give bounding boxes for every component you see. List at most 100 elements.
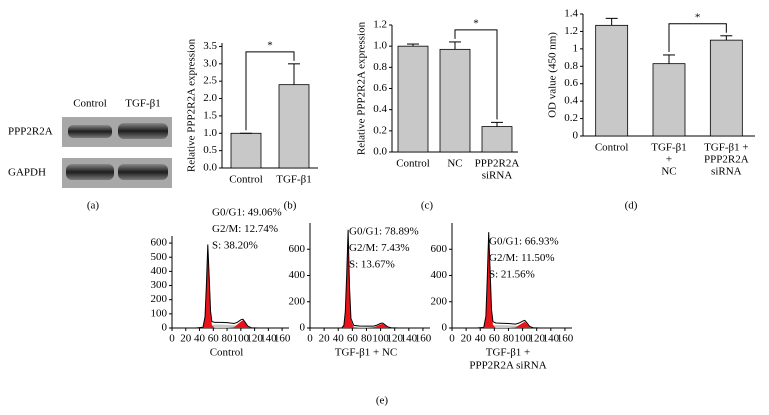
phase-annotation: G0/G1: 66.93% [489,236,559,248]
y-tick-label: 400 [289,269,306,281]
bar [481,126,513,153]
x-tick-label: 140 [260,333,277,345]
x-tick-label: PPP2R2A [704,154,749,166]
x-axis-label: TGF-β1 + NC [335,347,398,359]
x-tick-label: 140 [543,333,560,345]
histogram-area [196,245,259,328]
x-tick-label: 40 [333,333,345,345]
bar [595,24,629,137]
y-tick-label: 0.8 [564,60,578,72]
y-axis-label: Relative PPP2R2A expression [356,21,368,155]
phase-annotation: G2/M: 12.74% [212,223,278,235]
x-tick-label: 100 [514,333,531,345]
y-tick-label: 400 [431,269,448,281]
significance-bracket [454,29,498,120]
y-tick-label: 600 [431,243,448,255]
x-tick-label: 120 [246,333,263,345]
y-tick-label: 0 [442,322,448,334]
x-tick-label: PPP2R2A [475,158,520,170]
bar [278,84,310,169]
bar [652,63,686,137]
y-tick-label: 0.0 [373,146,387,158]
x-tick-label: 0 [307,333,313,345]
y-tick-label: 1.4 [564,8,578,20]
blot-band [66,164,114,180]
y-tick-label: 0.0 [203,162,217,174]
y-tick-label: 3.0 [203,57,217,69]
histogram-area [476,233,541,328]
y-tick-label: 0.6 [564,77,578,89]
x-axis-label: PPP2R2A siRNA [469,360,546,372]
y-tick-label: 0 [300,322,306,334]
bar [709,39,743,137]
y-tick-label: 0.5 [203,144,217,156]
bar [397,45,429,153]
y-tick-label: 0.2 [373,124,387,136]
histogram-area [334,323,399,328]
phase-annotation: G0/G1: 49.06% [212,207,282,219]
x-tick-label: 100 [372,333,389,345]
x-tick-label: 140 [401,333,418,345]
y-tick-label: 1.0 [373,40,387,52]
band-label: PPP2R2A [8,126,53,138]
y-tick-label: 2.5 [203,75,217,87]
y-tick-label: 100 [151,307,168,319]
y-tick-label: 200 [431,295,448,307]
y-tick-label: 0 [573,130,579,142]
x-tick-label: 160 [557,333,574,345]
significance-label: * [473,17,479,29]
x-tick-label: 120 [386,333,403,345]
y-tick-label: 500 [151,251,168,263]
x-tick-label: TGF-β1 + [704,142,749,154]
x-tick-label: NC [447,158,462,170]
significance-bracket [245,51,295,131]
y-tick-label: 600 [151,237,168,249]
panel-label: (a) [87,200,100,212]
y-tick-label: 1.5 [203,109,217,121]
band-label: GAPDH [8,167,46,179]
x-tick-label: 20 [461,333,473,345]
x-tick-label: 20 [180,333,192,345]
x-tick-label: Control [396,158,430,170]
y-tick-label: 200 [289,295,306,307]
y-axis-label: Relative PPP2R2A expression [186,38,198,172]
y-axis-label: OD value (450 nm) [547,32,559,118]
blot-band [118,164,168,180]
panel-label: (b) [284,200,297,212]
y-tick-label: 0.8 [373,61,387,73]
y-tick-label: 2.0 [203,92,217,104]
bar [230,132,262,169]
significance-bracket [668,23,727,52]
y-tick-label: 0.4 [373,103,387,115]
x-tick-label: 0 [169,333,175,345]
phase-annotation: G0/G1: 78.89% [349,226,419,238]
x-tick-label: TGF-β1 [276,174,312,186]
significance-label: * [267,39,273,51]
x-tick-label: 60 [208,333,220,345]
panel-label: (d) [625,200,638,212]
phase-annotation: S: 21.56% [489,269,535,281]
y-tick-label: 0.4 [564,95,578,107]
y-tick-label: 300 [151,279,168,291]
histogram-area [196,320,259,328]
x-tick-label: TGF-β1 [651,142,687,154]
x-tick-label: 80 [361,333,373,345]
x-tick-label: 0 [449,333,455,345]
y-tick-label: 1.2 [564,25,578,37]
y-tick-label: 600 [289,243,306,255]
y-tick-label: 1 [573,42,579,54]
y-tick-label: 400 [151,265,168,277]
panel-label: (e) [376,395,389,407]
y-tick-label: 0.2 [564,112,578,124]
y-tick-label: 0.6 [373,82,387,94]
x-tick-label: 120 [528,333,545,345]
y-tick-label: 1.2 [373,19,387,31]
y-tick-label: 200 [151,293,168,305]
x-tick-label: 160 [415,333,432,345]
x-tick-label: Control [595,142,629,154]
y-tick-label: 0 [162,322,168,334]
x-tick-label: + [666,154,672,166]
x-tick-label: siRNA [482,170,513,182]
x-tick-label: 80 [503,333,515,345]
